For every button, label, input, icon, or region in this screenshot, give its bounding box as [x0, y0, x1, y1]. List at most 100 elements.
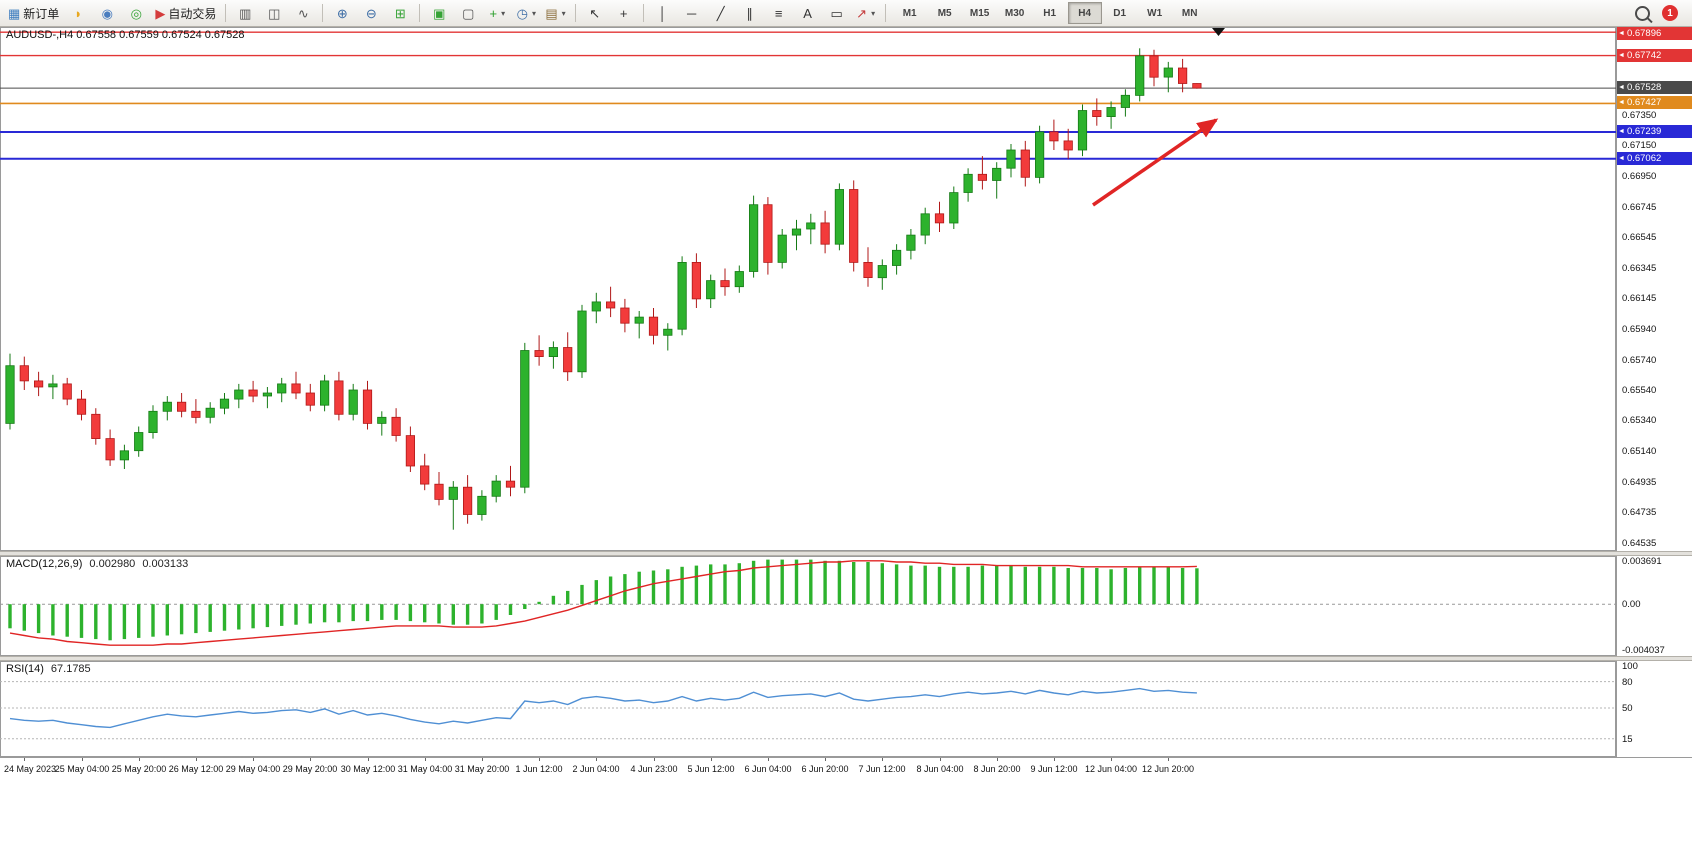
dropdown-caret-icon[interactable]: ▾	[562, 9, 566, 18]
text-button[interactable]: A	[794, 1, 822, 25]
rsi-scale[interactable]: 100805015	[1616, 661, 1692, 757]
badge-arrow-icon: ◄	[1618, 84, 1625, 91]
macd-scale[interactable]: 0.0036910.00-0.004037	[1616, 556, 1692, 656]
support-line-blue-lower-badge: ◄0.67062	[1617, 152, 1692, 165]
dropdown-caret-icon[interactable]: ▾	[871, 9, 875, 18]
new-order-icon: ▦	[8, 7, 20, 20]
crosshair-button[interactable]: +	[610, 1, 638, 25]
badge-price-text: 0.67896	[1627, 28, 1661, 39]
line-chart-button[interactable]: ∿	[289, 1, 317, 25]
rsi-pane[interactable]: 100805015 RSI(14) 67.1785	[0, 661, 1692, 757]
cascade-windows-button[interactable]: ▢	[454, 1, 482, 25]
tile-windows-button[interactable]: ⊞	[386, 1, 414, 25]
auto-trading-button[interactable]: ▶自动交易	[151, 1, 220, 25]
crosshair-icon: +	[620, 7, 628, 20]
fibonacci-icon: ≡	[775, 7, 783, 20]
timeframe-m5-button[interactable]: M5	[928, 2, 962, 24]
dropdown-caret-icon[interactable]: ▾	[532, 9, 536, 18]
time-label: 2 Jun 04:00	[572, 764, 619, 774]
text-label-icon: ▭	[830, 7, 842, 20]
zoom-in-button[interactable]: ⊕	[328, 1, 356, 25]
time-label: 12 Jun 20:00	[1142, 764, 1194, 774]
macd-pane[interactable]: 0.0036910.00-0.004037 MACD(12,26,9) 0.00…	[0, 556, 1692, 656]
time-tick	[711, 758, 712, 761]
rsi-chart[interactable]	[0, 661, 1616, 757]
text-icon: A	[803, 7, 812, 20]
price-scale[interactable]: 0.673500.671500.669500.667450.665450.663…	[1616, 27, 1692, 551]
price-tick: 0.64535	[1622, 538, 1656, 549]
periods-button[interactable]: ◷▾	[512, 1, 540, 25]
time-label: 25 May 20:00	[112, 764, 167, 774]
price-tick: 0.67350	[1622, 110, 1656, 121]
time-label: 26 May 12:00	[169, 764, 224, 774]
toolbar-separator	[575, 4, 576, 22]
market-depth-button[interactable]: ◉	[93, 1, 121, 25]
time-label: 8 Jun 20:00	[973, 764, 1020, 774]
vertical-line-button[interactable]: │	[649, 1, 677, 25]
toolbar-separator	[419, 4, 420, 22]
auto-trading-button-label: 自动交易	[168, 5, 216, 22]
time-tick	[1054, 758, 1055, 761]
badge-arrow-icon: ◄	[1618, 99, 1625, 106]
toolbar-separator	[885, 4, 886, 22]
horizontal-line-button[interactable]: ─	[678, 1, 706, 25]
price-chart-pane[interactable]: 0.673500.671500.669500.667450.665450.663…	[0, 27, 1692, 551]
resistance-line-lower-badge: ◄0.67742	[1617, 49, 1692, 62]
auto-arrange-button[interactable]: ▣	[425, 1, 453, 25]
price-tick: 0.64935	[1622, 477, 1656, 488]
price-tick: 0.66545	[1622, 232, 1656, 243]
badge-price-text: 0.67062	[1627, 153, 1661, 164]
arrows-button[interactable]: ↗▾	[852, 1, 880, 25]
channel-button[interactable]: ∥	[736, 1, 764, 25]
timeframe-m15-button[interactable]: M15	[963, 2, 997, 24]
cursor-icon: ↖	[589, 7, 600, 20]
time-label: 1 Jun 12:00	[515, 764, 562, 774]
community-button[interactable]: ◎	[122, 1, 150, 25]
timeframe-m30-button[interactable]: M30	[998, 2, 1032, 24]
price-tick: 0.66345	[1622, 263, 1656, 274]
cursor-button[interactable]: ↖	[581, 1, 609, 25]
time-label: 31 May 04:00	[398, 764, 453, 774]
channel-icon: ∥	[746, 7, 753, 20]
time-tick	[539, 758, 540, 761]
candlestick-chart-button[interactable]: ◫	[260, 1, 288, 25]
badge-arrow-icon: ◄	[1618, 30, 1625, 37]
horizontal-line-icon: ─	[687, 7, 696, 20]
price-chart[interactable]	[0, 27, 1616, 551]
timeframe-mn-button[interactable]: MN	[1173, 2, 1207, 24]
templates-button[interactable]: ▤▾	[541, 1, 569, 25]
zoom-out-button[interactable]: ⊖	[357, 1, 385, 25]
timeframe-m1-button[interactable]: M1	[893, 2, 927, 24]
fibonacci-button[interactable]: ≡	[765, 1, 793, 25]
text-label-button[interactable]: ▭	[823, 1, 851, 25]
toolbar-buttons: ▦新订单◗◉ ◎ ▶自动交易 ▥◫ ∿ ⊕⊖⊞ ▣▢+▾◷▾▤▾ ↖ + │ ─ ╱ ∥ ≡ A ▭ ↗▾	[4, 1, 890, 25]
toolbar-separator	[225, 4, 226, 22]
line-chart-icon: ∿	[298, 7, 309, 20]
indicators-button[interactable]: +▾	[483, 1, 511, 25]
toolbar-separator	[322, 4, 323, 22]
timeframe-w1-button[interactable]: W1	[1138, 2, 1172, 24]
time-label: 7 Jun 12:00	[858, 764, 905, 774]
price-tick: 0.66145	[1622, 293, 1656, 304]
price-tick: 0.64735	[1622, 507, 1656, 518]
trendline-button[interactable]: ╱	[707, 1, 735, 25]
price-tick: 0.66745	[1622, 202, 1656, 213]
time-label: 25 May 04:00	[55, 764, 110, 774]
time-axis[interactable]: 24 May 202325 May 04:0025 May 20:0026 Ma…	[0, 757, 1692, 779]
time-label: 30 May 12:00	[341, 764, 396, 774]
search-icon[interactable]	[1635, 6, 1650, 21]
timeframe-d1-button[interactable]: D1	[1103, 2, 1137, 24]
announcement-button[interactable]: ◗	[64, 1, 92, 25]
macd-chart[interactable]	[0, 556, 1616, 656]
time-tick	[768, 758, 769, 761]
bar-chart-button[interactable]: ▥	[231, 1, 259, 25]
rsi-border	[1, 662, 1616, 757]
time-tick	[882, 758, 883, 761]
globe-icon: ◎	[131, 7, 142, 20]
dropdown-caret-icon[interactable]: ▾	[501, 9, 505, 18]
timeframe-h4-button[interactable]: H4	[1068, 2, 1102, 24]
notification-badge[interactable]: 1	[1662, 5, 1678, 21]
new-order-button[interactable]: ▦新订单	[4, 1, 63, 25]
time-tick	[82, 758, 83, 761]
timeframe-h1-button[interactable]: H1	[1033, 2, 1067, 24]
